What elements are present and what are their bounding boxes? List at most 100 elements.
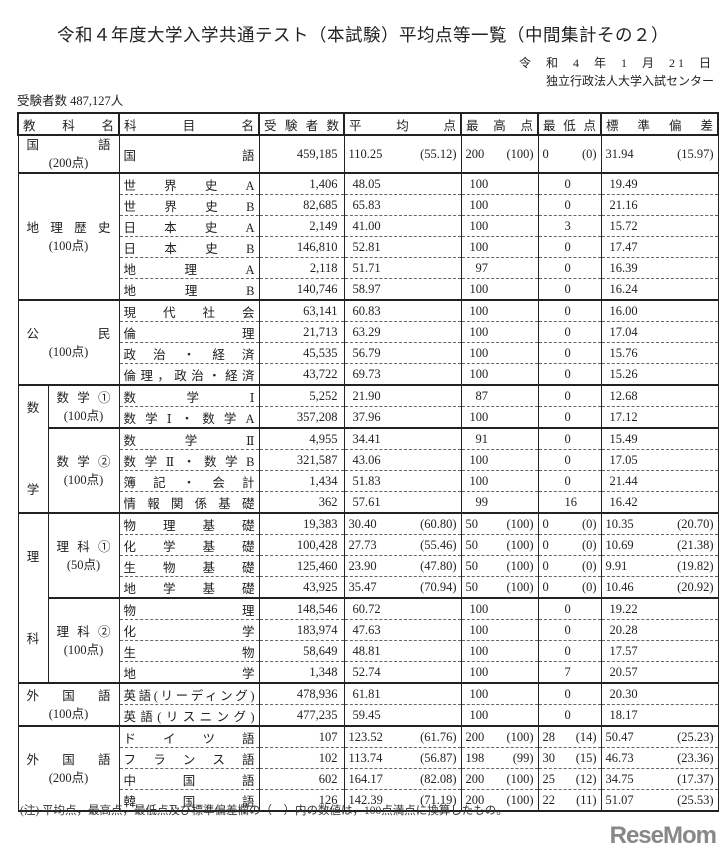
min: 0 [564, 281, 571, 296]
header-cell: 受 験 者 数 [258, 112, 346, 136]
average-100: (60.80) [420, 516, 457, 531]
table-row: 政治・経済 45,535 56.79 100 0 15.76 [18, 342, 719, 364]
max: 200 [465, 792, 485, 807]
std-dev: 15.76 [609, 345, 638, 360]
min: 0 [564, 324, 571, 339]
examinees-cell: 45,535 [258, 342, 345, 364]
average-100: (71.19) [420, 792, 457, 807]
header-cell: 標 準 偏 差 [600, 112, 720, 136]
examinees-cell: 21,713 [258, 321, 345, 343]
max: 100 [469, 239, 489, 254]
min-cell: 0 (0) [537, 555, 602, 577]
organization: 独立行政法人大学入試センター [545, 74, 714, 88]
average-cell: 65.83 [343, 194, 462, 216]
resemom-logo: ReseMom [609, 822, 717, 849]
min: 0 [542, 579, 549, 594]
std-dev-100: (15.97) [677, 146, 714, 161]
average-pair: 110.25 (55.12) [349, 147, 457, 162]
std-dev-pair: 46.73 (23.36) [606, 751, 714, 766]
subject-group-label: 国 語 (200点) [17, 134, 120, 174]
std-dev-pair: 34.75 (17.37) [606, 772, 714, 787]
table-row: 日本史B 146,810 52.81 100 0 17.47 [18, 236, 719, 258]
max: 100 [469, 366, 489, 381]
average: 69.73 [352, 366, 381, 381]
max-pair: 50 (100) [466, 517, 534, 532]
max-cell: 100 [460, 597, 539, 620]
std-dev: 15.49 [609, 431, 638, 446]
std-dev: 20.30 [609, 686, 638, 701]
max-pair: 200 (100) [466, 147, 534, 162]
max-cell: 200 (100) [460, 789, 539, 812]
max-cell: 100 [460, 236, 539, 258]
average: 34.41 [352, 431, 381, 446]
group-points: (50点) [66, 557, 101, 572]
min: 0 [564, 303, 571, 318]
table-row: 倫 理 21,713 63.29 100 0 17.04 [18, 321, 719, 343]
std-dev: 17.04 [609, 324, 638, 339]
min: 16 [564, 494, 578, 509]
min: 28 [542, 729, 556, 744]
min: 0 [564, 388, 571, 403]
average: 57.61 [352, 494, 381, 509]
max-cell: 87 [460, 384, 539, 407]
max-100: (100) [506, 516, 534, 531]
min-100: (0) [581, 146, 597, 161]
average-cell: 123.52 (61.76) [343, 725, 462, 748]
header-row: 教 科 名 科 目 名 受 験 者 数 平 均 点 最 高 点 最 低 点 標 … [16, 112, 720, 136]
std-dev-cell: 31.94 (15.97) [600, 134, 719, 174]
min-cell: 0 [537, 172, 602, 195]
min-pair: 22 (11) [543, 793, 597, 808]
min-pair: 0 (0) [543, 517, 597, 532]
max: 100 [469, 303, 489, 318]
std-dev: 46.73 [605, 750, 634, 765]
average-cell: 23.90 (47.80) [343, 555, 462, 577]
max-cell: 50 (100) [460, 576, 539, 599]
subject-group-label: 公 民 (100点) [17, 299, 120, 386]
max-cell: 100 [460, 194, 539, 216]
examinees-cell: 146,810 [258, 236, 345, 258]
min-100: (14) [575, 729, 597, 744]
std-dev-cell: 17.57 [600, 640, 719, 662]
average-pair: 27.73 (55.46) [349, 538, 457, 553]
min-cell: 0 [537, 278, 602, 301]
max-cell: 100 [460, 299, 539, 322]
max-cell: 198 (99) [460, 747, 539, 769]
examinees-cell: 102 [258, 747, 345, 769]
max: 200 [465, 146, 485, 161]
min-pair: 25 (12) [543, 772, 597, 787]
std-dev-cell: 20.57 [600, 661, 719, 684]
std-dev: 50.47 [605, 729, 634, 744]
max-cell: 100 [460, 172, 539, 195]
subject-category: 数学 [17, 384, 49, 514]
min-pair: 0 (0) [543, 559, 597, 574]
examinees-cell: 602 [258, 768, 345, 790]
std-dev-cell: 15.72 [600, 215, 719, 237]
std-dev: 51.07 [605, 792, 634, 807]
examinees-cell: 183,974 [258, 619, 345, 641]
header-cell: 最 高 点 [460, 112, 540, 136]
max-cell: 100 [460, 215, 539, 237]
average-cell: 63.29 [343, 321, 462, 343]
table-row: 理科理科① (50点) 物理基礎 19,383 30.40 (60.80) 50 (100) 0… [17, 512, 719, 684]
std-dev-cell: 34.75 (17.37) [600, 768, 719, 790]
min-cell: 0 [537, 194, 602, 216]
examinees-cell: 357,208 [258, 406, 345, 429]
average: 142.39 [348, 792, 383, 807]
std-dev-cell: 19.22 [600, 597, 719, 620]
table-row: 数学数学① (100点) 数 学 Ⅰ 5,252 21.90 87 0 12.68 [17, 384, 719, 514]
table-row: 日本史A 2,149 41.00 100 3 15.72 [18, 215, 719, 237]
min: 0 [564, 686, 571, 701]
issue-date: 令 和 4 年 1 月 21 日 [518, 56, 714, 70]
max: 100 [469, 601, 489, 616]
std-dev-cell: 17.04 [600, 321, 719, 343]
std-dev-100: (25.53) [677, 792, 714, 807]
average-cell: 27.73 (55.46) [343, 534, 462, 556]
average: 65.83 [352, 197, 381, 212]
min: 0 [564, 643, 571, 658]
average: 164.17 [348, 771, 383, 786]
std-dev-pair: 10.35 (20.70) [606, 517, 714, 532]
max-100: (100) [506, 729, 534, 744]
min-cell: 25 (12) [537, 768, 602, 790]
min-cell: 22 (11) [537, 789, 602, 812]
average-cell: 52.74 [343, 661, 462, 684]
